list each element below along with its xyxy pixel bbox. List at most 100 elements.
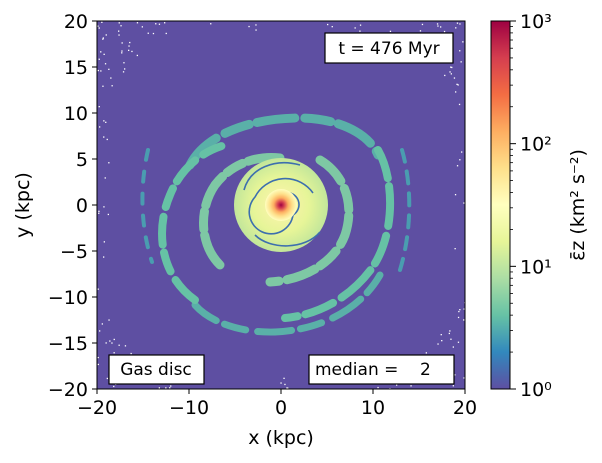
speckle-dot <box>118 30 120 32</box>
speckle-dot <box>425 352 427 354</box>
colorbar-ticks: 10⁰ 10¹ 10² 10³ <box>510 11 552 401</box>
colorbar-tick-label: 10³ <box>520 11 552 33</box>
y-axis: −20 −15 −10 −5 0 5 10 15 20 <box>48 11 97 401</box>
speckle-dot <box>450 73 452 75</box>
speckle-dot <box>124 68 126 70</box>
speckle-dot <box>110 77 112 79</box>
spiral-arm-far-east <box>398 148 412 272</box>
speckle-dot <box>97 69 99 72</box>
speckle-dot <box>111 342 113 344</box>
speckle-dot <box>99 330 101 332</box>
x-axis: −20 −10 0 10 20 <box>77 389 477 419</box>
speckle-dot <box>103 120 105 122</box>
speckle-dot <box>122 71 125 73</box>
speckle-dot <box>108 162 110 164</box>
speckle-dot <box>441 340 443 342</box>
speckle-dot <box>108 68 110 70</box>
y-tick-label: −10 <box>48 287 88 309</box>
speckle-dot <box>452 346 454 348</box>
time-annotation-box <box>324 32 454 64</box>
speckle-dot <box>461 151 463 153</box>
speckle-dot <box>105 34 107 36</box>
speckle-dot <box>106 377 108 380</box>
speckle-dot <box>452 385 454 387</box>
speckle-dot <box>331 26 333 28</box>
speckle-dot <box>451 66 453 69</box>
speckle-dot <box>158 387 160 389</box>
disc-lane-1 <box>248 177 314 235</box>
speckle-dot <box>165 32 167 35</box>
speckle-dot <box>102 38 104 40</box>
y-tick-label: −5 <box>60 241 88 263</box>
speckle-dot <box>128 45 130 47</box>
spiral-arm-inner-west <box>199 152 285 270</box>
y-tick-label: 20 <box>64 11 88 33</box>
speckle-dot <box>103 53 105 55</box>
speckle-dot <box>460 61 462 63</box>
spiral-arm-inner-east <box>265 155 354 287</box>
speckle-dot <box>121 50 123 52</box>
speckle-dot <box>101 21 103 23</box>
speckle-dot <box>457 341 460 343</box>
speckle-dot <box>103 241 105 243</box>
speckle-dot <box>158 23 161 25</box>
x-tick-label: 20 <box>453 397 477 419</box>
colorbar-label: ε̄z (km² s⁻²) <box>567 149 589 261</box>
speckle-dot <box>444 74 446 77</box>
speckle-dot <box>102 37 104 39</box>
spiral-arm-south <box>191 271 384 336</box>
speckle-dot <box>113 385 115 388</box>
speckle-dot <box>286 387 288 389</box>
speckle-dot <box>448 332 450 335</box>
spiral-arm-east <box>281 146 394 322</box>
x-tick-label: −10 <box>169 397 209 419</box>
speckle-dot <box>359 24 362 26</box>
speckle-dot <box>458 103 461 106</box>
speckle-dot <box>377 386 379 389</box>
speckle-dot <box>255 24 257 26</box>
speckle-dot <box>103 136 105 138</box>
component-annotation-text: Gas disc <box>120 360 192 380</box>
colorbar-tick-label: 10⁰ <box>520 379 552 401</box>
y-tick-label: 5 <box>76 149 88 171</box>
speckle-dot <box>419 30 422 32</box>
median-annotation-text: median = 2 <box>315 360 431 380</box>
speckle-dot <box>437 25 439 27</box>
speckle-dot <box>141 26 143 28</box>
outer-spiral-arms <box>140 113 412 336</box>
y-axis-label: y (kpc) <box>12 172 34 238</box>
speckle-dot <box>98 210 100 212</box>
speckle-dot <box>210 23 212 25</box>
component-annotation-box <box>108 354 205 385</box>
speckle-dot <box>104 177 106 179</box>
speckle-dot <box>287 387 289 389</box>
speckle-dot <box>111 85 113 87</box>
speckle-dot <box>121 52 123 54</box>
time-annotation-text: t = 476 Myr <box>338 39 439 59</box>
speckle-dot <box>354 27 356 29</box>
speckle-dot <box>102 85 104 87</box>
speckle-dot <box>97 363 99 366</box>
speckle-dot <box>437 343 439 345</box>
y-tick-label: 10 <box>64 103 88 125</box>
speckle-dot <box>456 83 458 85</box>
disc-lane-2 <box>254 231 321 247</box>
speckle-dot <box>118 22 120 24</box>
speckle-dot <box>124 345 127 347</box>
speckle-dot <box>449 71 451 73</box>
spiral-arm-far-west <box>140 148 154 264</box>
y-tick-label: −15 <box>48 333 88 355</box>
speckle-dot <box>100 51 102 53</box>
speckle-dot <box>103 206 105 208</box>
speckle-dot <box>121 42 123 44</box>
speckle-dot <box>454 194 457 196</box>
speckle-dot <box>99 126 101 128</box>
speckle-dot <box>283 377 285 379</box>
speckle-dot <box>118 344 120 346</box>
speckle-dot <box>463 308 465 310</box>
speckle-dot <box>120 25 122 27</box>
speckle-dot <box>98 106 100 108</box>
speckle-dot <box>97 356 99 359</box>
speckle-dot <box>449 330 451 332</box>
